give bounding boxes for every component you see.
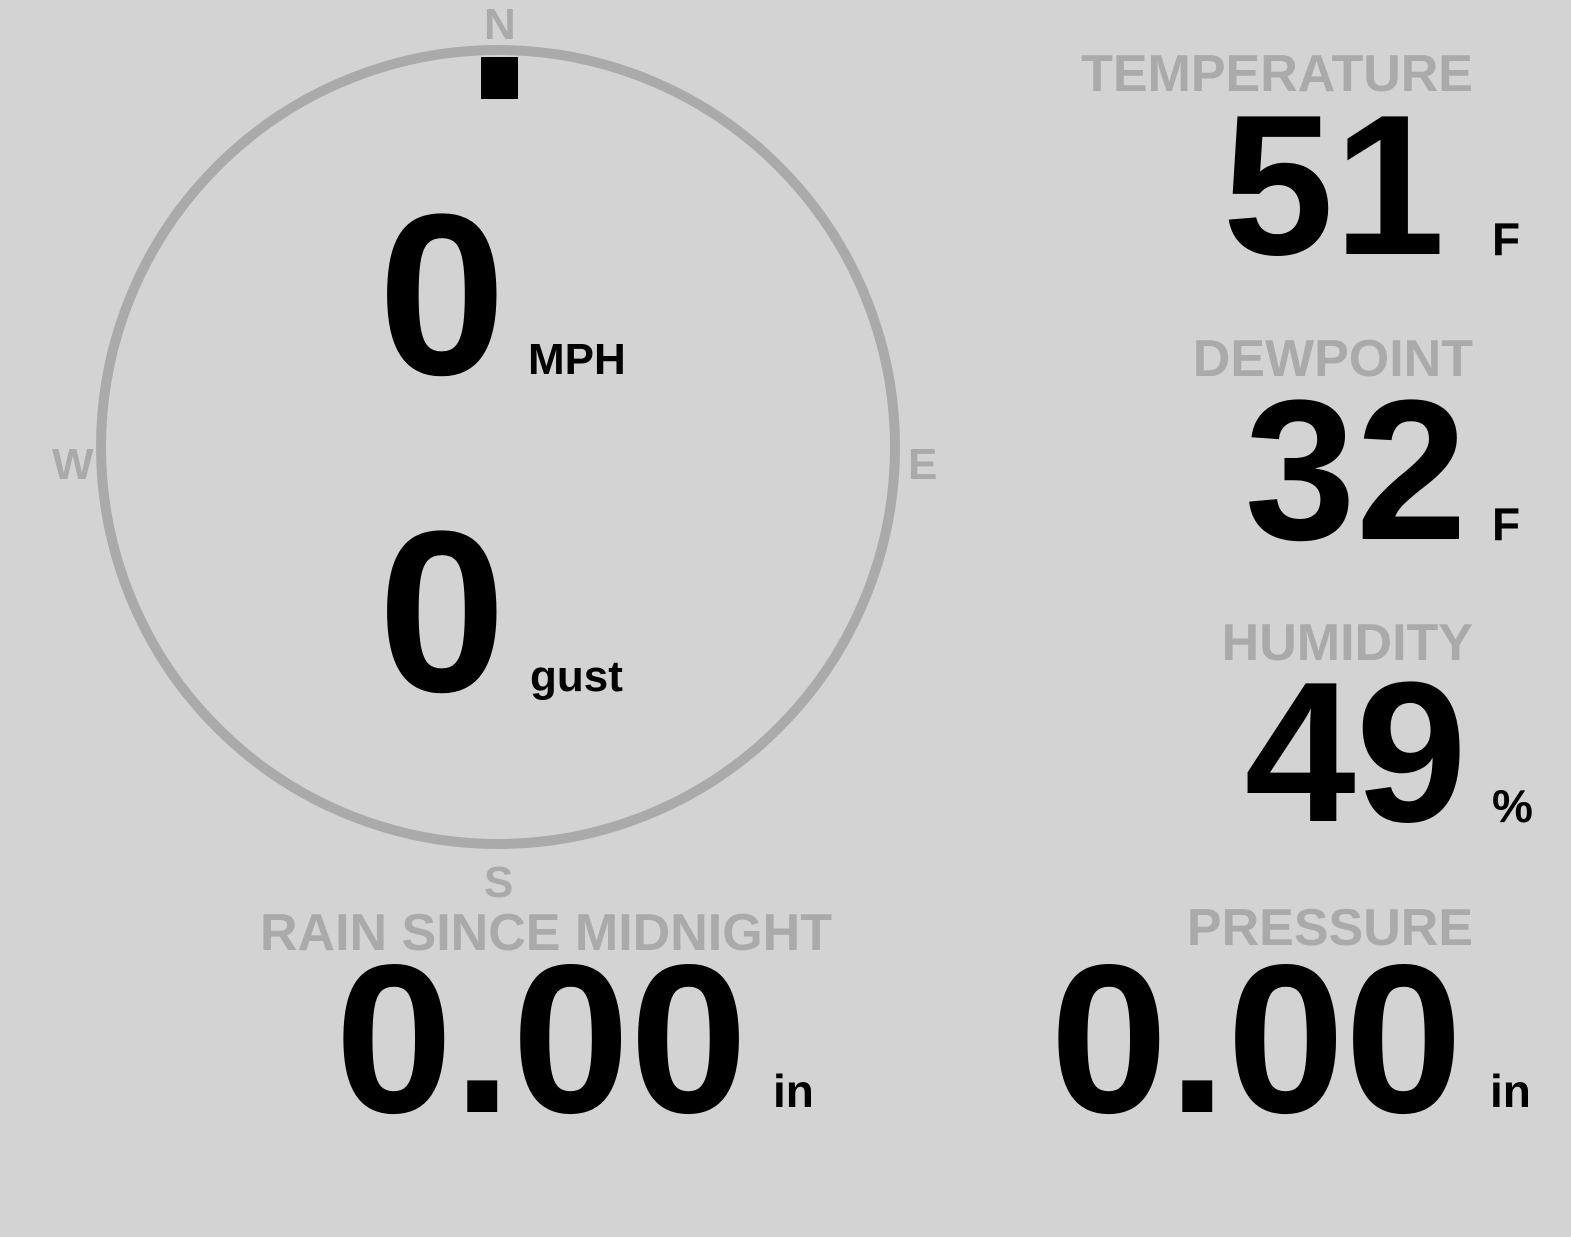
humidity-unit: % bbox=[1492, 780, 1533, 832]
rain-value: 0.00 bbox=[335, 920, 748, 1157]
compass-west: W bbox=[52, 440, 94, 489]
dewpoint-label: DEWPOINT bbox=[1192, 330, 1473, 388]
wind-speed-unit: MPH bbox=[528, 335, 626, 384]
humidity-label: HUMIDITY bbox=[1221, 614, 1473, 672]
wind-gust-unit: gust bbox=[530, 652, 623, 701]
temperature-unit: F bbox=[1492, 213, 1521, 265]
wind-gust-value: 0 bbox=[378, 483, 506, 740]
pressure-label: PRESSURE bbox=[1186, 899, 1473, 957]
compass-ring bbox=[96, 45, 900, 849]
dewpoint-unit: F bbox=[1492, 498, 1521, 550]
compass-south: S bbox=[484, 858, 514, 907]
pressure-value: 0.00 bbox=[1050, 920, 1463, 1157]
rain-unit: in bbox=[773, 1065, 814, 1117]
wind-direction-marker bbox=[481, 57, 518, 99]
temperature-value: 51 bbox=[1222, 74, 1445, 297]
wind-speed-value: 0 bbox=[378, 166, 506, 423]
compass-north: N bbox=[484, 0, 516, 49]
dewpoint-value: 32 bbox=[1244, 359, 1467, 582]
compass-east: E bbox=[908, 440, 938, 489]
temperature-label: TEMPERATURE bbox=[1081, 45, 1473, 103]
humidity-value: 49 bbox=[1244, 641, 1467, 864]
rain-label: RAIN SINCE MIDNIGHT bbox=[260, 904, 832, 962]
pressure-unit: in bbox=[1490, 1065, 1531, 1117]
